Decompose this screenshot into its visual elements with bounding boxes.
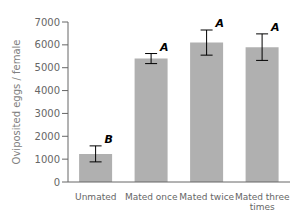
svg-text:Mated once: Mated once	[125, 192, 178, 202]
svg-text:7000: 7000	[35, 17, 60, 28]
svg-text:A: A	[159, 41, 169, 54]
svg-text:6000: 6000	[35, 39, 60, 50]
svg-text:Unmated: Unmated	[75, 192, 116, 202]
svg-text:Oviposited eggs / female: Oviposited eggs / female	[11, 40, 22, 165]
svg-text:A: A	[270, 21, 280, 34]
svg-text:3000: 3000	[35, 108, 60, 119]
svg-text:5000: 5000	[35, 62, 60, 73]
svg-text:B: B	[105, 133, 113, 146]
svg-text:1000: 1000	[35, 154, 60, 165]
svg-text:0: 0	[54, 177, 60, 188]
svg-text:A: A	[215, 17, 225, 30]
svg-text:Mated twice: Mated twice	[179, 192, 234, 202]
svg-text:Mated threetimes: Mated threetimes	[235, 192, 290, 212]
svg-text:2000: 2000	[35, 131, 60, 142]
svg-text:4000: 4000	[35, 85, 60, 96]
